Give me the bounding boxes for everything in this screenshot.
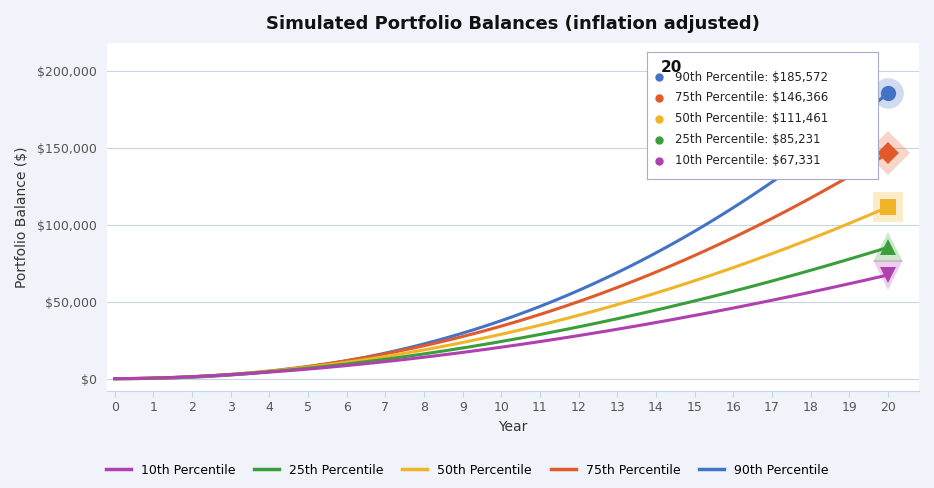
X-axis label: Year: Year [498,420,528,434]
Y-axis label: Portfolio Balance ($): Portfolio Balance ($) [15,146,29,288]
Title: Simulated Portfolio Balances (inflation adjusted): Simulated Portfolio Balances (inflation … [266,15,760,33]
Legend: 10th Percentile, 25th Percentile, 50th Percentile, 75th Percentile, 90th Percent: 10th Percentile, 25th Percentile, 50th P… [101,459,833,482]
